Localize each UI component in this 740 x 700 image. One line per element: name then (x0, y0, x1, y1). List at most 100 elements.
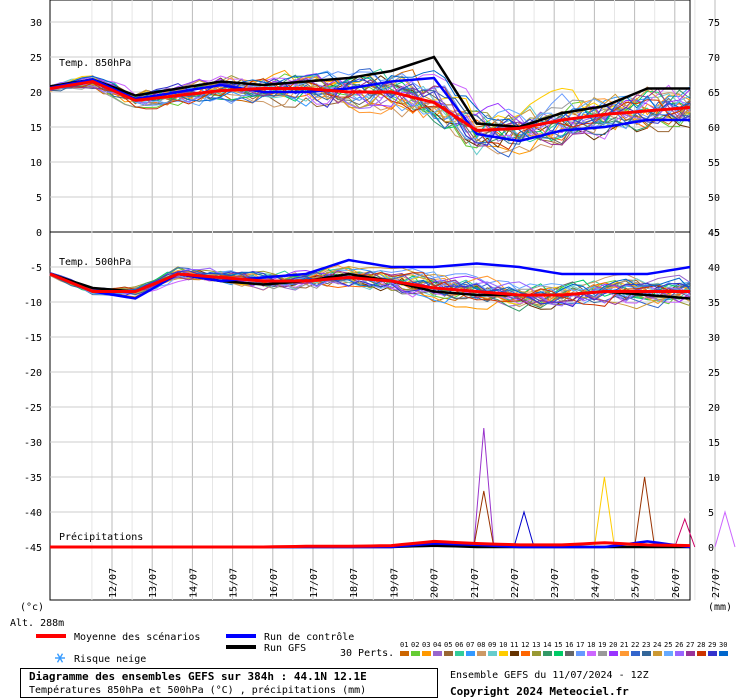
pert-number: 28 (697, 641, 705, 649)
left-tick-850: 20 (30, 88, 42, 99)
perturbation-legend: 01 02 03 04 05 06 07 08 09 10 11 12 13 14 15 16 17 18 19 20… (400, 641, 728, 656)
pert-number: 21 (620, 641, 628, 649)
pert-swatch (411, 651, 420, 656)
right-tick-500: 25 (708, 368, 720, 379)
pert-number: 24 (653, 641, 661, 649)
pert-swatch (466, 651, 475, 656)
precip-peak (473, 490, 495, 548)
right-tick-850: 55 (708, 158, 720, 169)
left-tick-500: -20 (24, 368, 42, 379)
series-line (50, 539, 691, 549)
pert-number: 15 (554, 641, 562, 649)
pert-swatch (697, 651, 706, 656)
panel-label-850: Temp. 850hPa (59, 58, 131, 69)
pert-swatch (686, 651, 695, 656)
pert-swatch (675, 651, 684, 656)
right-tick-850: 75 (708, 18, 720, 29)
x-tick-label: 15/07 (229, 568, 240, 598)
pert-number: 11 (510, 641, 518, 649)
pert-swatch (433, 651, 442, 656)
pert-number: 10 (499, 641, 507, 649)
precip-peak (714, 510, 736, 548)
pert-swatch (554, 651, 563, 656)
right-tick-850: 70 (708, 53, 720, 64)
perturbation-line (49, 70, 691, 140)
perturbation-line (49, 78, 691, 146)
pert-swatch (719, 651, 728, 656)
precip-peak (513, 510, 535, 548)
left-tick-850: 30 (30, 18, 42, 29)
precip-peak (593, 476, 615, 548)
right-tick-850: 60 (708, 123, 720, 134)
pert-number: 18 (587, 641, 595, 649)
x-tick-label: 24/07 (590, 568, 601, 598)
x-tick-label: 16/07 (269, 568, 280, 598)
gefs-ensemble-chart: 30252015105075706560555045-5-10-15-20-25… (10, 0, 736, 665)
pert-number: 25 (664, 641, 672, 649)
left-tick-850: 0 (36, 228, 42, 239)
right-tick-500: 0 (708, 543, 714, 554)
pert-number: 02 (411, 641, 419, 649)
pert-swatch (620, 651, 629, 656)
left-tick-500: -30 (24, 438, 42, 449)
left-tick-850: 15 (30, 123, 42, 134)
right-tick-500: 10 (708, 473, 720, 484)
right-tick-500: 45 (708, 228, 720, 239)
pert-number: 27 (686, 641, 694, 649)
pert-number: 06 (455, 641, 463, 649)
pert-number: 14 (543, 641, 551, 649)
pert-swatch (587, 651, 596, 656)
pert-number: 01 (400, 641, 408, 649)
legend-mean-label: Moyenne des scénarios (74, 631, 200, 643)
pert-swatch (598, 651, 607, 656)
legend-snow-label: Risque neige (74, 654, 146, 665)
pert-number: 12 (521, 641, 529, 649)
pert-swatch (532, 651, 541, 656)
left-tick-500: -40 (24, 508, 42, 519)
left-tick-850: 25 (30, 53, 42, 64)
x-tick-label: 18/07 (349, 568, 360, 598)
pert-swatch (708, 651, 717, 656)
precip-peak (634, 476, 656, 548)
pert-number: 29 (708, 641, 716, 649)
legend: Moyenne des scénarios Run de contrôle Ru… (36, 631, 728, 665)
right-tick-500: 15 (708, 438, 720, 449)
right-tick-850: 65 (708, 88, 720, 99)
right-tick-850: 45 (708, 228, 720, 239)
plot-frame (49, 0, 691, 601)
x-tick-label: 13/07 (148, 568, 159, 598)
pert-number: 09 (488, 641, 496, 649)
pert-swatch (488, 651, 497, 656)
pert-swatch (521, 651, 530, 656)
x-tick-label: 26/07 (671, 568, 682, 598)
legend-perts-label: 30 Perts. (340, 648, 394, 659)
pert-number: 08 (477, 641, 485, 649)
axis-labels: 30252015105075706560555045-5-10-15-20-25… (24, 18, 722, 598)
x-tick-label: 17/07 (309, 568, 320, 598)
left-tick-500: -5 (30, 263, 42, 274)
x-tick-label: 23/07 (550, 568, 561, 598)
x-tick-label: 20/07 (430, 568, 441, 598)
right-tick-500: 20 (708, 403, 720, 414)
precip-peak (473, 427, 495, 548)
pert-swatch (444, 651, 453, 656)
pert-swatch (543, 651, 552, 656)
pert-swatch (664, 651, 673, 656)
pert-swatch (642, 651, 651, 656)
pert-swatch (653, 651, 662, 656)
x-tick-label: 27/07 (711, 568, 722, 598)
left-tick-500: -10 (24, 298, 42, 309)
chart-grid (49, 0, 716, 601)
x-tick-label: 25/07 (631, 568, 642, 598)
left-tick-500: -25 (24, 403, 42, 414)
chart-subtitle: Températures 850hPa et 500hPa (°C) , pré… (29, 685, 367, 696)
right-unit-label: (mm) (708, 602, 732, 613)
pert-number: 23 (642, 641, 650, 649)
main-series-lines (49, 55, 691, 549)
pert-swatch (510, 651, 519, 656)
left-tick-850: 5 (36, 193, 42, 204)
pert-number: 17 (576, 641, 584, 649)
pert-number: 26 (675, 641, 683, 649)
x-tick-label: 22/07 (510, 568, 521, 598)
right-tick-850: 50 (708, 193, 720, 204)
